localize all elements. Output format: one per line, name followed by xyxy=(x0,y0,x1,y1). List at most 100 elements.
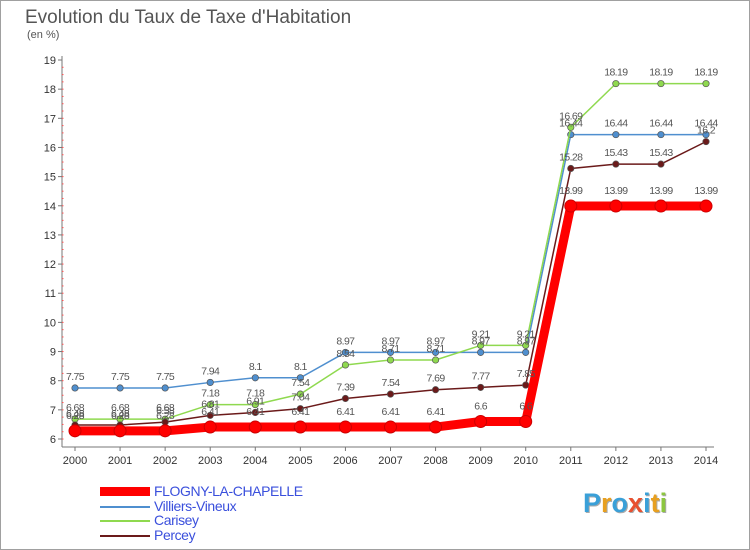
y-tick-label: 12 xyxy=(44,259,56,271)
data-label: 6.28 xyxy=(66,410,85,422)
data-label: 7.39 xyxy=(336,381,355,393)
data-point xyxy=(386,356,395,364)
y-minor-dot xyxy=(62,307,64,309)
y-minor-dot xyxy=(62,168,64,170)
data-label: 13.99 xyxy=(694,185,718,197)
y-minor-dot xyxy=(62,95,64,97)
data-point xyxy=(564,199,578,213)
legend-swatch xyxy=(100,534,150,537)
y-minor-dot xyxy=(62,161,64,163)
x-tick-label: 2006 xyxy=(333,455,357,467)
proxiti-logo: Proxiti xyxy=(583,488,667,519)
data-label: 6.6 xyxy=(474,401,488,413)
y-minor-dot xyxy=(62,387,64,389)
legend-label: FLOGNY-LA-CHAPELLE xyxy=(154,483,303,499)
logo-letter: i xyxy=(643,488,651,518)
data-point xyxy=(251,401,259,409)
data-point xyxy=(432,356,440,364)
data-label: 6.6 xyxy=(519,401,533,413)
data-point xyxy=(477,383,485,391)
data-label: 15.43 xyxy=(649,147,673,159)
data-point xyxy=(612,131,620,139)
x-tick-label: 2000 xyxy=(63,455,87,467)
data-point xyxy=(296,390,304,398)
y-minor-dot xyxy=(62,117,64,119)
legend-label: Villiers-Vineux xyxy=(154,497,237,514)
data-label: 13.99 xyxy=(559,185,583,197)
y-minor-dot xyxy=(62,139,64,141)
y-minor-dot xyxy=(62,74,64,76)
x-tick-label: 2009 xyxy=(468,455,492,467)
data-point xyxy=(477,341,485,349)
data-label: 6.41 xyxy=(336,406,355,418)
x-tick-label: 2013 xyxy=(649,455,673,467)
data-label: 9.21 xyxy=(472,328,491,340)
data-point xyxy=(702,131,710,139)
data-label: 6.41 xyxy=(381,406,400,418)
logo-letter: r xyxy=(601,488,612,518)
data-point xyxy=(429,420,443,434)
data-point xyxy=(612,80,620,88)
data-point xyxy=(432,386,440,394)
y-minor-dot xyxy=(62,176,64,178)
data-label: 7.75 xyxy=(156,371,175,383)
y-tick-label: 9 xyxy=(50,347,56,359)
data-label: 6.81 xyxy=(201,398,220,410)
data-label: 6.41 xyxy=(291,406,310,418)
y-minor-dot xyxy=(62,125,64,127)
data-point xyxy=(474,415,488,429)
y-minor-dot xyxy=(62,416,64,418)
data-point xyxy=(657,131,665,139)
y-tick-label: 8 xyxy=(50,376,56,388)
data-label: 6.41 xyxy=(201,406,220,418)
y-tick-label: 16 xyxy=(44,142,56,154)
y-minor-dot xyxy=(62,212,64,214)
y-tick-label: 7 xyxy=(50,405,56,417)
x-tick-label: 2008 xyxy=(423,455,447,467)
data-label: 6.68 xyxy=(111,402,130,414)
y-minor-dot xyxy=(62,241,64,243)
y-minor-dot xyxy=(62,249,64,250)
data-label: 8.97 xyxy=(472,335,491,347)
data-label: 7.04 xyxy=(291,392,310,404)
data-point xyxy=(113,424,127,438)
data-point xyxy=(206,378,214,386)
x-tick-label: 2011 xyxy=(559,455,583,467)
data-label: 6.41 xyxy=(246,406,265,418)
legend-swatch xyxy=(100,520,150,522)
y-minor-dot xyxy=(62,329,64,331)
data-point xyxy=(386,348,395,356)
logo-letter: i xyxy=(659,488,668,518)
y-tick-label: 13 xyxy=(44,230,56,242)
data-point xyxy=(293,420,307,434)
y-minor-dot xyxy=(62,380,64,382)
data-point xyxy=(296,405,304,413)
data-point xyxy=(657,80,665,88)
data-label: 18.19 xyxy=(649,67,673,79)
data-label: 8.97 xyxy=(336,335,355,347)
data-label: 16.44 xyxy=(559,118,583,130)
data-label: 15.43 xyxy=(604,147,628,159)
y-tick-label: 11 xyxy=(45,288,56,300)
data-point xyxy=(341,361,349,369)
data-point xyxy=(158,424,172,438)
x-tick-label: 2001 xyxy=(108,455,132,467)
data-point xyxy=(68,424,82,438)
data-point xyxy=(341,394,349,403)
data-point xyxy=(477,348,485,356)
y-minor-dot xyxy=(62,423,64,425)
y-minor-dot xyxy=(62,219,64,221)
data-point xyxy=(522,341,530,349)
x-tick-label: 2004 xyxy=(243,455,267,467)
data-label: 16.69 xyxy=(559,110,583,122)
data-label: 8.54 xyxy=(336,348,355,360)
y-minor-dot xyxy=(62,343,64,345)
legend-swatch xyxy=(100,487,150,496)
data-label: 8.97 xyxy=(517,335,536,347)
data-label: 6.91 xyxy=(246,395,265,407)
logo-letter: x xyxy=(628,488,644,518)
data-label: 16.2 xyxy=(697,125,716,137)
y-minor-dot xyxy=(62,409,64,411)
data-label: 7.77 xyxy=(472,370,491,382)
